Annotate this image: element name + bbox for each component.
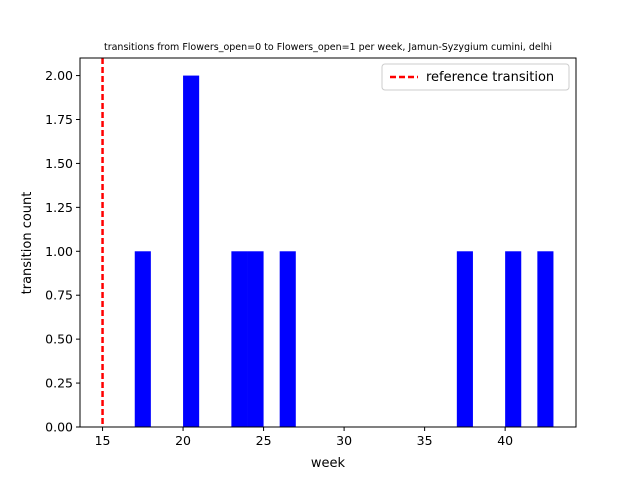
- x-tick-label: 15: [95, 433, 111, 448]
- plot-area: 15 20 25 30 35 40 0.00 0.25 0.50 0.75 1.00 1.25 1.50…: [45, 57, 577, 448]
- bar-week-40: [505, 251, 522, 427]
- y-tick-label: 0.50: [45, 332, 73, 347]
- bar-week-17: [134, 251, 151, 427]
- y-tick-label: 0.00: [45, 420, 73, 435]
- x-tick-label: 20: [175, 433, 191, 448]
- bar-week-23: [231, 251, 248, 427]
- legend: reference transition: [381, 63, 570, 91]
- y-tick-label: 0.75: [45, 288, 73, 303]
- bar-week-37: [456, 251, 473, 427]
- axes-frame: [79, 57, 577, 428]
- y-tick-label: 1.50: [45, 156, 73, 171]
- bar-week-24: [247, 251, 264, 427]
- y-axis-label: transition count: [20, 192, 35, 295]
- x-tick-label: 35: [417, 433, 433, 448]
- y-tick-label: 1.75: [45, 112, 73, 127]
- x-tick-label: 25: [256, 433, 272, 448]
- legend-reference-label: reference transition: [426, 70, 554, 85]
- x-tick-label: 30: [336, 433, 352, 448]
- legend-box: [381, 63, 570, 91]
- y-tick-label: 2.00: [45, 68, 73, 83]
- bar-week-20: [183, 75, 200, 428]
- bar-week-42: [537, 251, 554, 427]
- chart-title: transitions from Flowers_open=0 to Flowe…: [104, 42, 552, 53]
- x-axis-label: week: [311, 456, 346, 471]
- x-tick-label: 40: [497, 433, 513, 448]
- y-tick-label: 1.00: [45, 244, 73, 259]
- y-tick-label: 0.25: [45, 376, 73, 391]
- bar-week-26: [279, 251, 296, 427]
- y-tick-label: 1.25: [45, 200, 73, 215]
